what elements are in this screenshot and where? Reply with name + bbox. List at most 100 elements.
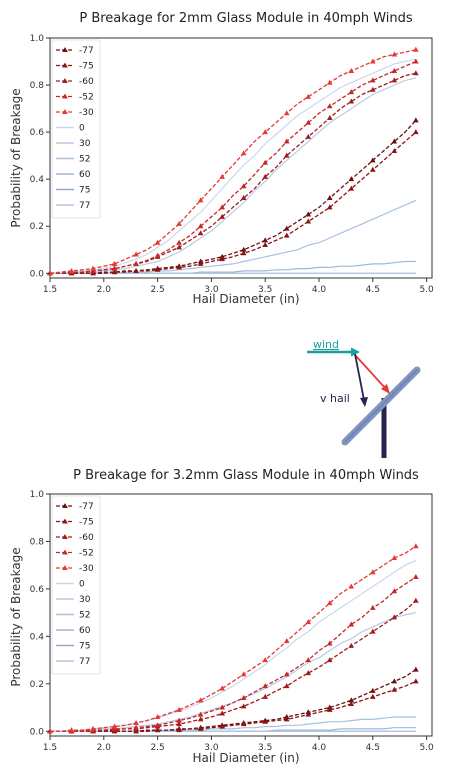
- wind-arrowhead-icon: [351, 347, 360, 357]
- legend-label--75: -75: [79, 518, 94, 528]
- data-point--60: [305, 670, 312, 676]
- data-point--75: [219, 723, 225, 729]
- data-point--77: [326, 195, 333, 200]
- data-point--52: [326, 640, 333, 646]
- data-point--60: [262, 173, 269, 179]
- data-point--30: [111, 723, 118, 729]
- data-point--60: [240, 195, 247, 200]
- data-point--60: [240, 703, 247, 709]
- data-point--52: [370, 604, 376, 610]
- data-point--52: [240, 183, 247, 189]
- data-point--75: [370, 166, 376, 172]
- data-point--30: [305, 93, 312, 99]
- data-point--30: [391, 51, 398, 57]
- x-tick-label: 2.0: [97, 285, 112, 295]
- legend-label--30: -30: [79, 564, 94, 574]
- data-point--30: [348, 67, 355, 73]
- data-point--60: [283, 683, 290, 689]
- y-tick-label: 0.8: [30, 81, 45, 91]
- data-point--52: [413, 58, 419, 64]
- series-line--77: [50, 119, 417, 274]
- data-point--77: [262, 237, 269, 243]
- data-point--75: [176, 727, 182, 733]
- legend-label-60: 60: [79, 626, 91, 636]
- y-tick-label: 0.4: [30, 632, 45, 642]
- data-point--75: [348, 185, 355, 191]
- x-tick-label: 4.0: [312, 285, 327, 295]
- x-tick-label: 3.0: [204, 285, 219, 295]
- legend-label-60: 60: [79, 170, 91, 180]
- data-point--75: [305, 218, 312, 224]
- chart-2mm-breakage: P Breakage for 2mm Glass Module in 40mph…: [9, 11, 434, 306]
- legend-marker--30: [62, 109, 68, 114]
- legend-marker--60: [62, 78, 68, 83]
- legend: -77 -75 -60 -52 -30 0 30 52 60 75 77: [51, 495, 101, 675]
- chart-title: P Breakage for 2mm Glass Module in 40mph…: [79, 11, 413, 26]
- data-point--60: [413, 70, 419, 76]
- data-point--52: [176, 239, 182, 245]
- data-point--30: [68, 267, 75, 273]
- wind-hail-diagram: wind v hail: [307, 338, 421, 458]
- data-point--77: [283, 225, 290, 231]
- data-point--52: [283, 671, 290, 677]
- x-tick-label: 3.0: [204, 743, 219, 753]
- data-point--60: [348, 98, 355, 104]
- legend-marker--52: [62, 549, 68, 555]
- data-point--52: [219, 704, 225, 710]
- data-point--52: [326, 103, 333, 109]
- data-point--75: [413, 678, 419, 684]
- data-point--30: [283, 110, 290, 116]
- legend-label-30: 30: [79, 139, 91, 149]
- data-point--60: [176, 244, 182, 250]
- series-line-0: [50, 559, 417, 732]
- data-point--77: [348, 697, 355, 703]
- data-point--60: [326, 115, 333, 120]
- wind-label: wind: [313, 338, 339, 351]
- legend-label-0: 0: [79, 580, 85, 590]
- data-point--77: [413, 117, 419, 123]
- data-point--77: [305, 211, 312, 217]
- data-point--30: [90, 725, 96, 731]
- legend-label--77: -77: [79, 46, 94, 56]
- data-point--60: [305, 133, 312, 139]
- red-arrow: [354, 354, 388, 391]
- y-axis-label: Probability of Breakage: [9, 88, 23, 227]
- data-point--30: [219, 173, 225, 179]
- legend-marker--77: [62, 47, 68, 52]
- series-line--75: [50, 131, 417, 274]
- data-point--30: [197, 697, 204, 703]
- x-tick-label: 5.0: [419, 743, 434, 753]
- data-point--60: [219, 710, 225, 716]
- legend: -77 -75 -60 -52 -30 0 30 52 60 75 77: [51, 39, 101, 219]
- x-tick-label: 3.5: [258, 285, 272, 295]
- data-point--52: [305, 657, 312, 663]
- series-line--52: [50, 576, 417, 732]
- y-tick-label: 1.0: [30, 34, 45, 44]
- data-point--30: [176, 220, 182, 226]
- series-line-0: [50, 58, 417, 274]
- data-point--30: [154, 714, 161, 720]
- data-point--52: [240, 695, 247, 701]
- data-point--60: [348, 642, 355, 648]
- plot-area: [49, 493, 433, 737]
- data-point--60: [370, 86, 376, 92]
- series-line--60: [50, 72, 417, 274]
- data-point--75: [240, 250, 247, 256]
- data-point--30: [262, 657, 269, 663]
- x-tick-label: 4.0: [312, 743, 327, 753]
- data-point--52: [133, 724, 139, 730]
- x-tick-label: 1.5: [43, 743, 57, 753]
- data-point--75: [326, 204, 333, 210]
- data-point--75: [370, 693, 376, 699]
- red-arrowhead-icon: [381, 384, 390, 394]
- data-point--30: [240, 150, 247, 156]
- data-point--60: [283, 152, 290, 158]
- y-tick-label: 0.2: [30, 680, 44, 690]
- data-point--52: [370, 77, 376, 83]
- series-layer: [47, 543, 419, 734]
- data-point--52: [391, 588, 398, 594]
- data-point--60: [197, 716, 204, 722]
- chart-3-2mm-breakage: P Breakage for 3.2mm Glass Module in 40m…: [9, 468, 434, 765]
- data-point--52: [154, 722, 161, 728]
- data-point--30: [262, 129, 269, 135]
